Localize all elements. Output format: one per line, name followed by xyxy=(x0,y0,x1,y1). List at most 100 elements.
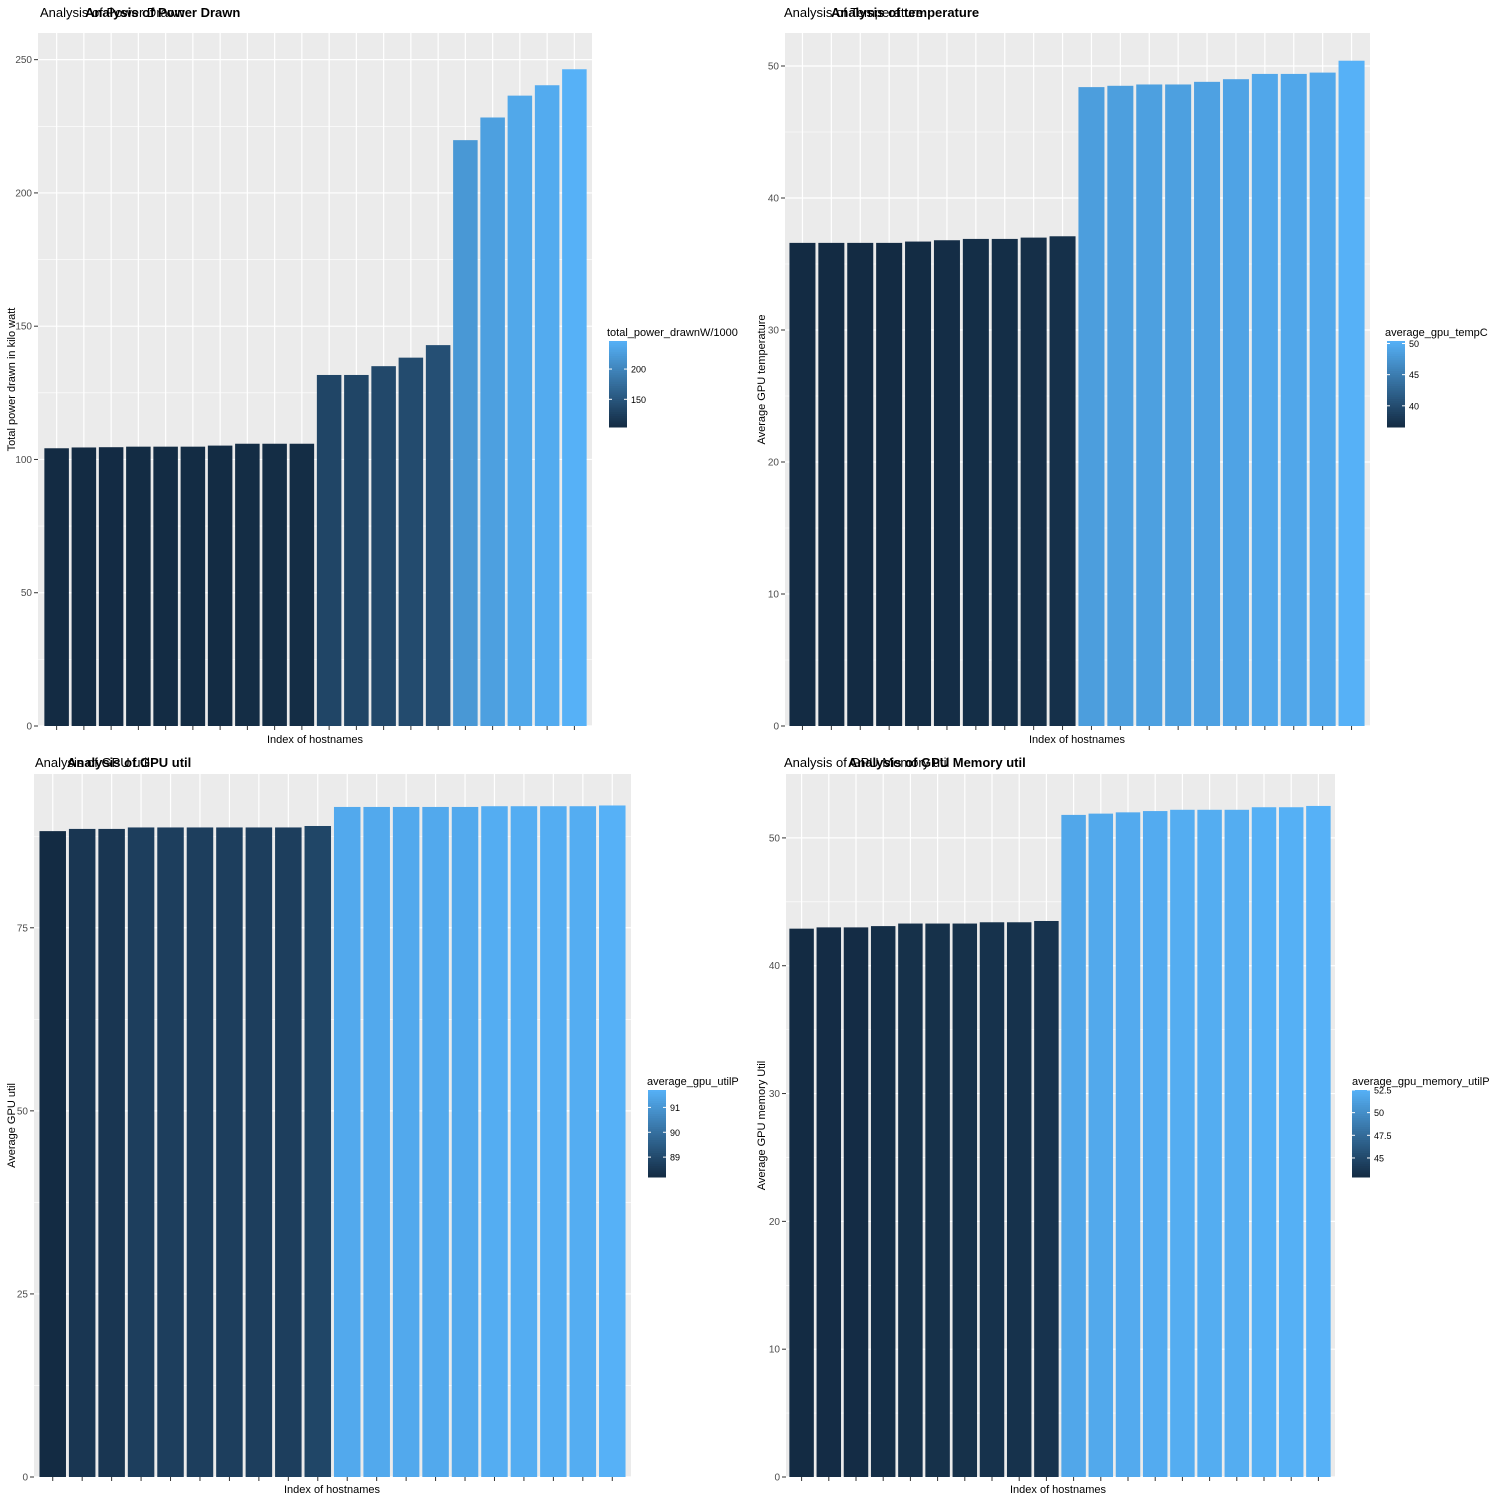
y-tick-label: 50 xyxy=(21,588,33,599)
legend-colorbar-segment xyxy=(609,377,627,381)
legend-colorbar-segment xyxy=(648,1129,666,1132)
chart-title: Analysis of GPU util xyxy=(67,755,191,770)
bar xyxy=(157,827,184,1477)
y-tick-label: 25 xyxy=(17,1289,29,1300)
y-axis-label: Average GPU util xyxy=(6,1083,18,1168)
bar xyxy=(847,242,874,726)
legend-colorbar-segment xyxy=(1387,396,1405,400)
legend-colorbar-segment xyxy=(648,1118,666,1121)
legend-tick-label: 89 xyxy=(670,1153,680,1163)
bar xyxy=(870,926,896,1477)
y-tick-label: 50 xyxy=(768,62,780,73)
legend-colorbar-segment xyxy=(648,1174,666,1178)
legend-tick-label: 52.5 xyxy=(1374,1086,1392,1096)
legend-colorbar-segment xyxy=(1387,414,1405,417)
legend-colorbar-segment xyxy=(1352,1137,1370,1141)
legend-colorbar-segment xyxy=(609,392,627,396)
bar xyxy=(789,928,814,1477)
legend-colorbar-segment xyxy=(609,373,627,376)
legend-colorbar-segment xyxy=(1352,1120,1370,1124)
y-tick-label: 30 xyxy=(768,326,780,337)
legend-colorbar-segment xyxy=(1352,1116,1370,1119)
legend-colorbar-segment xyxy=(648,1146,666,1150)
legend-colorbar-segment xyxy=(1387,420,1405,424)
legend-colorbar-segment xyxy=(1387,341,1405,344)
chart-title: Analysis of Power Drawn xyxy=(85,5,240,20)
y-axis-label: Total power drawn in kilo watt xyxy=(6,308,18,452)
legend-colorbar-segment xyxy=(609,420,627,424)
legend-colorbar-segment xyxy=(648,1153,666,1156)
bar xyxy=(71,447,97,726)
x-axis-label: Index of hostnames xyxy=(284,1484,381,1496)
legend-colorbar-segment xyxy=(1352,1148,1370,1152)
legend-colorbar-segment xyxy=(1387,353,1405,357)
chart-subtitle: Analysis of GPU Memory util xyxy=(784,755,950,770)
bar xyxy=(991,238,1018,727)
chart-title: Analysis of temperature xyxy=(831,5,979,20)
bar xyxy=(1194,81,1221,727)
legend-colorbar-segment xyxy=(648,1144,666,1148)
legend-colorbar-segment xyxy=(648,1159,666,1163)
y-tick-label: 0 xyxy=(774,1473,780,1484)
bar xyxy=(245,827,273,1477)
legend-colorbar-segment xyxy=(1352,1129,1370,1132)
legend-colorbar-segment xyxy=(1387,343,1405,346)
legend-colorbar-segment xyxy=(648,1161,666,1165)
y-tick-label: 75 xyxy=(17,923,29,934)
bar xyxy=(1251,807,1277,1477)
legend-colorbar-segment xyxy=(1352,1133,1370,1137)
legend-colorbar-segment xyxy=(609,424,627,428)
legend-colorbar-segment xyxy=(609,405,627,409)
legend-colorbar-segment xyxy=(1352,1142,1370,1145)
legend-colorbar-segment xyxy=(609,371,627,374)
legend-colorbar-segment xyxy=(648,1135,666,1139)
y-tick-label: 50 xyxy=(17,1106,29,1117)
y-tick-label: 0 xyxy=(22,1473,28,1484)
y-tick-label: 20 xyxy=(769,1217,781,1228)
legend-colorbar-segment xyxy=(1387,405,1405,409)
legend-colorbar-segment xyxy=(1387,394,1405,398)
legend-colorbar-segment xyxy=(609,366,627,370)
legend-colorbar-segment xyxy=(609,364,627,368)
bar xyxy=(1020,237,1047,726)
bar xyxy=(127,827,155,1477)
legend-colorbar-segment xyxy=(1352,1126,1370,1130)
legend-colorbar-segment xyxy=(1352,1111,1370,1115)
legend-colorbar-segment xyxy=(648,1111,666,1115)
legend-colorbar-segment xyxy=(648,1092,666,1095)
legend-tick-label: 45 xyxy=(1409,370,1419,380)
legend-colorbar-segment xyxy=(648,1131,666,1134)
legend-colorbar-segment xyxy=(1352,1166,1370,1169)
legend-colorbar-segment xyxy=(609,379,627,383)
chart-subtitle: Analysis of GPU util xyxy=(35,755,150,770)
y-axis-label: Average GPU temperature xyxy=(756,314,768,444)
legend-colorbar-segment xyxy=(1352,1161,1370,1165)
legend-colorbar-segment xyxy=(648,1170,666,1174)
legend-colorbar-segment xyxy=(1387,371,1405,374)
legend-colorbar-segment xyxy=(1387,407,1405,411)
legend-colorbar-segment xyxy=(1387,403,1405,406)
legend-colorbar-segment xyxy=(1387,362,1405,366)
bar xyxy=(422,806,449,1477)
x-axis-label: Index of hostnames xyxy=(1010,1484,1107,1496)
legend-colorbar-segment xyxy=(609,409,627,413)
legend-tick-label: 45 xyxy=(1374,1153,1384,1163)
legend-colorbar-segment xyxy=(648,1137,666,1141)
legend-colorbar-segment xyxy=(609,422,627,426)
legend-colorbar-segment xyxy=(1387,386,1405,389)
bar xyxy=(262,443,287,726)
legend-colorbar-segment xyxy=(1352,1140,1370,1143)
legend: average_gpu_utilP 89 90 91 xyxy=(647,1076,739,1178)
legend-colorbar-segment xyxy=(1387,373,1405,376)
legend-colorbar-segment xyxy=(1352,1094,1370,1098)
bar xyxy=(44,448,69,726)
legend-colorbar-segment xyxy=(1387,411,1405,415)
bar xyxy=(925,923,950,1477)
legend-colorbar-segment xyxy=(648,1105,666,1108)
bar xyxy=(425,345,451,726)
legend-colorbar-segment xyxy=(609,356,627,359)
legend-colorbar-segment xyxy=(1352,1174,1370,1178)
legend-title: average_gpu_memory_utilP xyxy=(1352,1076,1490,1088)
bar xyxy=(216,827,243,1477)
bar xyxy=(1165,84,1192,727)
